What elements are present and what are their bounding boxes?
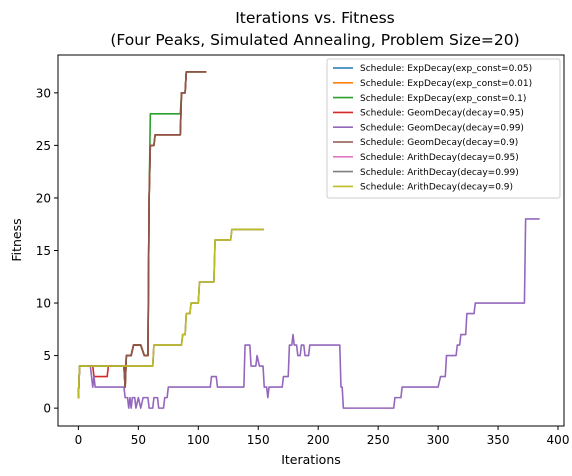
legend-box [326, 58, 561, 199]
x-tick-label: 100 [187, 433, 210, 447]
x-tick-label: 50 [131, 433, 146, 447]
series-line-7 [77, 228, 264, 399]
legend-label-2: Schedule: ExpDecay(exp_const=0.01) [360, 79, 532, 89]
chart-title-line2: (Four Peaks, Simulated Annealing, Proble… [110, 31, 519, 49]
legend-label-4: Schedule: GeomDecay(decay=0.95) [360, 109, 524, 119]
legend-label-6: Schedule: GeomDecay(decay=0.9) [360, 138, 518, 148]
x-tick-label: 200 [307, 433, 330, 447]
x-tick-label: 150 [247, 433, 270, 447]
y-tick-label: 25 [36, 139, 51, 153]
legend-label-7: Schedule: ArithDecay(decay=0.95) [360, 153, 519, 163]
y-tick-label: 15 [36, 244, 51, 258]
y-tick-label: 0 [43, 402, 51, 416]
series-line-6 [77, 71, 207, 399]
plot-frame [57, 54, 565, 427]
y-axis-label: Fitness [9, 218, 24, 261]
legend-label-8: Schedule: ArithDecay(decay=0.99) [360, 168, 519, 178]
series-layer [77, 71, 540, 409]
legend-label-3: Schedule: ExpDecay(exp_const=0.1) [360, 94, 526, 104]
y-tick-label: 5 [43, 349, 51, 363]
x-tick-label: 350 [487, 433, 510, 447]
series-line-8 [77, 228, 264, 399]
legend-label-9: Schedule: ArithDecay(decay=0.9) [360, 183, 513, 193]
legend-label-5: Schedule: GeomDecay(decay=0.99) [360, 123, 524, 133]
x-tick-label: 300 [427, 433, 450, 447]
legend: Schedule: ExpDecay(exp_const=0.05) Schedu… [326, 58, 561, 199]
y-axis: 0 5 10 15 20 25 30 [36, 86, 58, 416]
x-tick-label: 250 [367, 433, 390, 447]
series-line-5 [77, 218, 540, 409]
y-tick-label: 10 [36, 297, 51, 311]
x-tick-label: 400 [547, 433, 570, 447]
y-tick-label: 30 [36, 86, 51, 100]
y-tick-label: 20 [36, 191, 51, 205]
legend-entries: Schedule: ExpDecay(exp_const=0.05) Schedu… [333, 64, 532, 193]
legend-label-1: Schedule: ExpDecay(exp_const=0.05) [360, 64, 532, 74]
x-axis: 0 50 100 150 200 250 300 350 400 [75, 426, 570, 447]
x-tick-label: 0 [75, 433, 83, 447]
x-axis-label: Iterations [281, 452, 341, 467]
chart-title-line1: Iterations vs. Fitness [235, 9, 395, 27]
series-line-9 [77, 228, 264, 399]
